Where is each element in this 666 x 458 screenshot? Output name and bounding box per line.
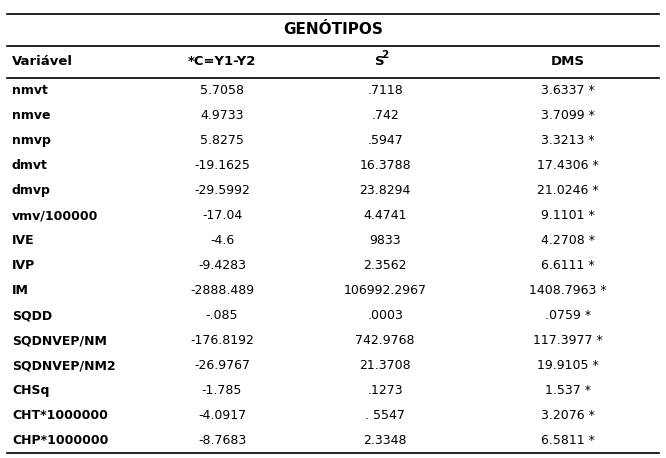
- Text: 17.4306 *: 17.4306 *: [537, 159, 599, 172]
- Text: SQDNVEP/NM2: SQDNVEP/NM2: [12, 359, 116, 372]
- Text: CHP*1000000: CHP*1000000: [12, 434, 109, 447]
- Text: SQDD: SQDD: [12, 309, 52, 322]
- Text: 4.9733: 4.9733: [200, 109, 244, 122]
- Text: 19.9105 *: 19.9105 *: [537, 359, 599, 372]
- Text: 9.1101 *: 9.1101 *: [541, 209, 595, 222]
- Text: 21.3708: 21.3708: [360, 359, 411, 372]
- Text: 3.2076 *: 3.2076 *: [541, 409, 595, 422]
- Text: Variável: Variável: [12, 55, 73, 68]
- Text: 23.8294: 23.8294: [360, 184, 411, 197]
- Text: . 5547: . 5547: [365, 409, 405, 422]
- Text: S: S: [375, 55, 385, 68]
- Text: 2.3562: 2.3562: [364, 259, 407, 272]
- Text: 4.4741: 4.4741: [364, 209, 407, 222]
- Text: vmv/100000: vmv/100000: [12, 209, 99, 222]
- Text: CHT*1000000: CHT*1000000: [12, 409, 108, 422]
- Text: dmvp: dmvp: [12, 184, 51, 197]
- Text: -1.785: -1.785: [202, 384, 242, 398]
- Text: -2888.489: -2888.489: [190, 284, 254, 297]
- Text: 9833: 9833: [370, 234, 401, 247]
- Text: IM: IM: [12, 284, 29, 297]
- Text: -176.8192: -176.8192: [190, 334, 254, 347]
- Text: 1.537 *: 1.537 *: [545, 384, 591, 398]
- Text: *C=Y1-Y2: *C=Y1-Y2: [188, 55, 256, 68]
- Text: SQDNVEP/NM: SQDNVEP/NM: [12, 334, 107, 347]
- Text: .0759 *: .0759 *: [545, 309, 591, 322]
- Text: IVE: IVE: [12, 234, 35, 247]
- Text: nmve: nmve: [12, 109, 51, 122]
- Text: 5.7058: 5.7058: [200, 84, 244, 97]
- Text: .0003: .0003: [367, 309, 403, 322]
- Text: -29.5992: -29.5992: [194, 184, 250, 197]
- Text: -.085: -.085: [206, 309, 238, 322]
- Text: 3.7099 *: 3.7099 *: [541, 109, 595, 122]
- Text: 742.9768: 742.9768: [356, 334, 415, 347]
- Text: -4.0917: -4.0917: [198, 409, 246, 422]
- Text: -19.1625: -19.1625: [194, 159, 250, 172]
- Text: 6.5811 *: 6.5811 *: [541, 434, 595, 447]
- Text: 2: 2: [381, 49, 388, 60]
- Text: .742: .742: [372, 109, 399, 122]
- Text: dmvt: dmvt: [12, 159, 48, 172]
- Text: 21.0246 *: 21.0246 *: [537, 184, 599, 197]
- Text: GENÓTIPOS: GENÓTIPOS: [283, 22, 383, 37]
- Text: -26.9767: -26.9767: [194, 359, 250, 372]
- Text: 3.6337 *: 3.6337 *: [541, 84, 595, 97]
- Text: 2.3348: 2.3348: [364, 434, 407, 447]
- Text: .1273: .1273: [368, 384, 403, 398]
- Text: 5.8275: 5.8275: [200, 134, 244, 147]
- Text: -17.04: -17.04: [202, 209, 242, 222]
- Text: 3.3213 *: 3.3213 *: [541, 134, 595, 147]
- Text: -8.7683: -8.7683: [198, 434, 246, 447]
- Text: -9.4283: -9.4283: [198, 259, 246, 272]
- Text: CHSq: CHSq: [12, 384, 49, 398]
- Text: 6.6111 *: 6.6111 *: [541, 259, 595, 272]
- Text: DMS: DMS: [551, 55, 585, 68]
- Text: 1408.7963 *: 1408.7963 *: [529, 284, 607, 297]
- Text: .7118: .7118: [368, 84, 403, 97]
- Text: 117.3977 *: 117.3977 *: [533, 334, 603, 347]
- Text: IVP: IVP: [12, 259, 35, 272]
- Text: nmvt: nmvt: [12, 84, 48, 97]
- Text: nmvp: nmvp: [12, 134, 51, 147]
- Text: -4.6: -4.6: [210, 234, 234, 247]
- Text: 4.2708 *: 4.2708 *: [541, 234, 595, 247]
- Text: .5947: .5947: [368, 134, 403, 147]
- Text: 106992.2967: 106992.2967: [344, 284, 427, 297]
- Text: 16.3788: 16.3788: [360, 159, 411, 172]
